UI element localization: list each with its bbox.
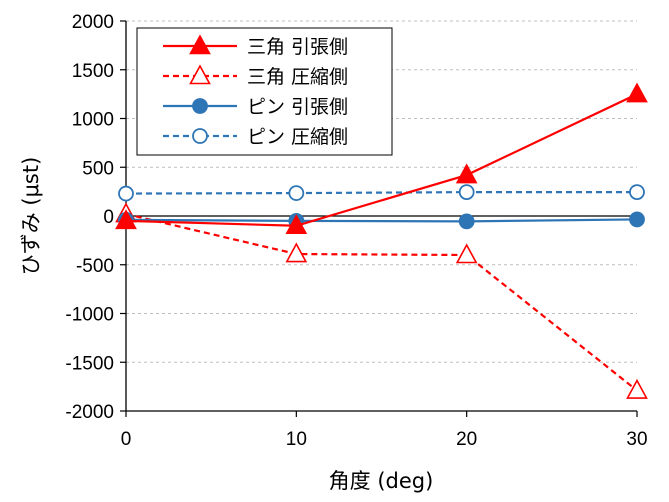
data-point [629,184,645,201]
series-line [125,218,638,223]
series-line [125,212,638,392]
series-line [125,93,638,227]
data-point [626,82,648,103]
legend-marker [192,128,208,144]
y-tick-label: 1500 [72,61,114,82]
data-point [455,163,478,184]
x-tick-label: 20 [456,429,477,450]
data-point [118,185,134,202]
series-line [125,191,637,195]
series-2 [118,211,645,230]
data-point [458,184,475,201]
x-axis-title: 角度 (deg) [329,469,434,493]
series-3 [118,184,645,202]
y-axis-title: ひずみ (μst) [19,157,43,276]
legend-label: 三角 引張側 [247,36,348,58]
series-1 [115,202,648,399]
y-tick-label: -2000 [65,402,114,423]
legend-marker [189,64,211,85]
legend-entry: 三角 圧縮側 [163,64,348,88]
y-tick-labels: -2000 -1500 -1000 -500 0 500 1000 1500 2000 [65,12,126,423]
legend-marker [192,98,208,114]
data-point [285,214,308,235]
y-tick-label: -500 [76,256,114,277]
legend-entry: 三角 引張側 [163,34,348,58]
x-tick-label: 10 [286,429,307,450]
y-tick-label: 0 [103,207,114,228]
data-point [285,242,308,263]
data-point [629,211,645,228]
legend-label: 三角 圧縮側 [247,66,348,88]
legend-label: ピン 圧縮側 [247,126,348,148]
y-tick-label: -1000 [65,305,114,326]
data-point [458,213,475,230]
data-point [455,243,478,264]
data-point [626,378,648,399]
x-tick-label: 0 [121,429,132,450]
data-point [115,209,137,230]
legend-entry: ピン 引張側 [163,96,348,118]
data-point [288,185,305,201]
series-0 [115,82,648,235]
legend-label: ピン 引張側 [247,96,348,118]
series-group [115,82,648,399]
legend-marker [189,34,211,55]
x-tick-label: 30 [626,429,647,450]
legend-entry: ピン 圧縮側 [163,126,348,148]
legend-box [136,27,393,156]
y-tick-label: 1000 [72,110,114,131]
y-tick-label: -1500 [65,353,114,374]
y-tick-label: 500 [82,158,114,179]
x-tick-labels: 0 10 20 30 [121,411,648,450]
y-tick-label: 2000 [72,12,114,33]
